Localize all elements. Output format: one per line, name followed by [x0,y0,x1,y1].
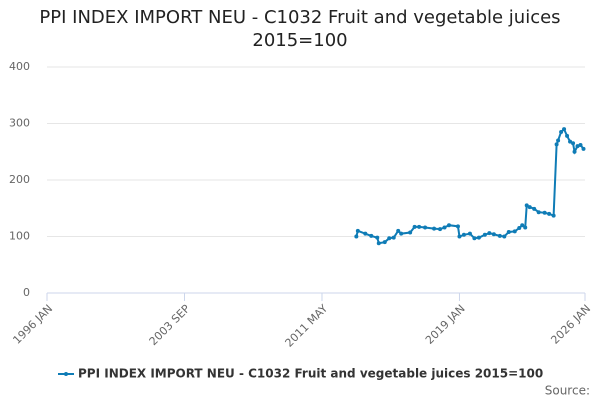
series-line [355,127,585,245]
x-tick-label: 2019 JAN [423,302,468,347]
point [556,138,561,143]
point [562,127,567,132]
point [532,206,537,211]
point [547,211,552,216]
point [482,232,487,237]
point [581,146,586,151]
point [417,224,422,229]
point [497,233,502,238]
point [423,225,428,230]
point [391,235,396,240]
point [571,141,576,146]
point [382,240,387,245]
point [455,224,460,229]
x-tick-label: 1996 JAN [10,302,55,347]
point [524,203,529,208]
point [369,233,374,238]
point [491,232,496,237]
point [523,225,528,230]
point [502,234,507,239]
point [542,210,547,215]
point [461,232,466,237]
point [396,228,401,233]
legend-label: PPI INDEX IMPORT NEU - C1032 Fruit and v… [78,367,543,381]
x-tick-label: 2011 MAY [283,302,331,350]
point [399,231,404,236]
chart-title: PPI INDEX IMPORT NEU - C1032 Fruit and v… [39,7,561,51]
point [355,228,360,233]
point [387,236,392,241]
point [568,139,573,144]
point [447,223,452,228]
point [412,224,417,229]
point [376,241,381,246]
point [512,229,517,234]
point [432,226,437,231]
point [506,229,511,234]
point [472,236,477,241]
point [554,142,559,147]
point [487,231,492,236]
point [408,230,413,235]
y-tick-label: 300 [9,117,30,130]
point [363,231,368,236]
point [572,149,577,154]
point [438,227,443,232]
point [517,226,522,231]
point [565,133,570,138]
point [520,223,525,228]
point [375,235,380,240]
y-tick-label: 100 [9,230,30,243]
point [527,205,532,210]
y-tick-label: 0 [23,286,30,299]
point [559,129,564,134]
point [476,235,481,240]
y-tick-label: 200 [9,173,30,186]
x-tick-label: 2026 JAN [548,302,593,347]
point [551,213,556,218]
legend-marker [64,372,68,376]
y-tick-label: 400 [9,60,30,73]
source: Source: [545,384,590,398]
point [578,142,583,147]
point [536,210,541,215]
point [457,234,462,239]
point [467,231,472,236]
point [354,234,359,239]
x-tick-label: 2003 SEP [147,302,193,348]
point [442,225,447,230]
